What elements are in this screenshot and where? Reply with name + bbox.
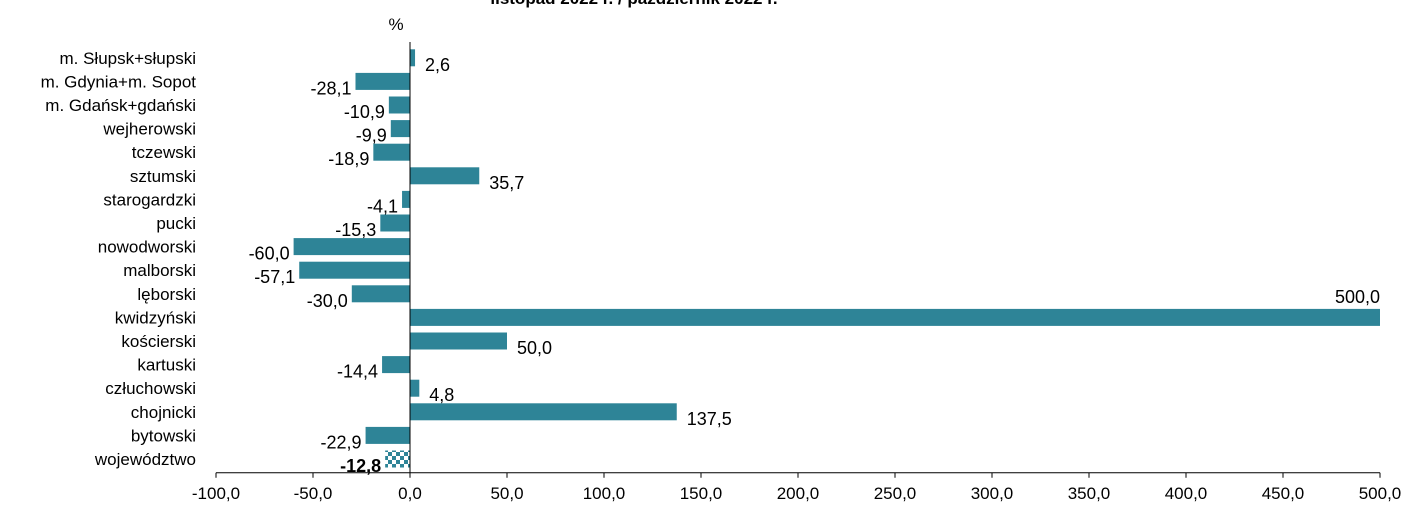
bar bbox=[410, 403, 677, 421]
x-tick-label: -100,0 bbox=[192, 484, 240, 503]
data-label: -60,0 bbox=[249, 244, 290, 264]
category-label: kościerski bbox=[121, 332, 196, 351]
unit-label: % bbox=[388, 15, 403, 34]
data-label: 137,5 bbox=[687, 409, 732, 429]
category-label: starogardzki bbox=[103, 190, 196, 209]
category-label: pucki bbox=[156, 214, 196, 233]
x-tick-label: 150,0 bbox=[680, 484, 723, 503]
category-label: człuchowski bbox=[105, 379, 196, 398]
data-label: -15,3 bbox=[335, 220, 376, 240]
bar bbox=[351, 285, 410, 303]
x-tick-label: 400,0 bbox=[1165, 484, 1208, 503]
data-label: 2,6 bbox=[425, 55, 450, 75]
data-label: -28,1 bbox=[310, 78, 351, 98]
x-tick-label: -50,0 bbox=[294, 484, 333, 503]
bar bbox=[293, 238, 410, 256]
bar bbox=[410, 167, 480, 185]
category-label: tczewski bbox=[132, 143, 196, 162]
bar bbox=[410, 332, 507, 350]
data-label: -18,9 bbox=[328, 149, 369, 169]
x-tick-label: 100,0 bbox=[583, 484, 626, 503]
category-label: nowodworski bbox=[98, 238, 196, 257]
data-label: -12,8 bbox=[340, 456, 381, 476]
chart-title: listopad 2022 r. / październik 2022 r. bbox=[490, 0, 777, 8]
bar bbox=[365, 426, 410, 444]
category-label: sztumski bbox=[130, 167, 196, 186]
data-label: 35,7 bbox=[489, 173, 524, 193]
data-label: -9,9 bbox=[356, 126, 387, 146]
x-tick-label: 300,0 bbox=[971, 484, 1014, 503]
data-label: -4,1 bbox=[367, 196, 398, 216]
bar bbox=[380, 214, 410, 232]
data-label: -57,1 bbox=[254, 267, 295, 287]
category-label: wejherowski bbox=[102, 120, 196, 139]
category-label: kartuski bbox=[137, 356, 196, 375]
bar bbox=[410, 49, 416, 67]
data-label: -30,0 bbox=[307, 291, 348, 311]
category-label: m. Słupsk+słupski bbox=[59, 49, 196, 68]
x-tick-label: 200,0 bbox=[777, 484, 820, 503]
bar bbox=[390, 120, 410, 138]
x-tick-label: 0,0 bbox=[398, 484, 422, 503]
category-label: kwidzyński bbox=[115, 308, 196, 327]
bar bbox=[388, 96, 410, 114]
bar bbox=[299, 261, 410, 279]
x-tick-label: 250,0 bbox=[874, 484, 917, 503]
x-tick-label: 350,0 bbox=[1068, 484, 1111, 503]
bar bbox=[382, 356, 410, 374]
plot-area: m. Słupsk+słupski 2,6 m. Gdynia+m. Sopot -2… bbox=[41, 42, 1402, 503]
bar bbox=[355, 72, 410, 90]
data-label: -10,9 bbox=[344, 102, 385, 122]
bar bbox=[385, 450, 410, 468]
data-label: 500,0 bbox=[1335, 287, 1380, 307]
category-label: chojnicki bbox=[131, 403, 196, 422]
category-label: m. Gdańsk+gdański bbox=[45, 96, 196, 115]
category-label: m. Gdynia+m. Sopot bbox=[41, 72, 197, 91]
bar bbox=[410, 379, 420, 397]
x-tick-label: 450,0 bbox=[1262, 484, 1305, 503]
category-label: malborski bbox=[123, 261, 196, 280]
data-label: 50,0 bbox=[517, 338, 552, 358]
data-label: 4,8 bbox=[429, 385, 454, 405]
bar bbox=[410, 308, 1380, 326]
data-label: -22,9 bbox=[321, 432, 362, 452]
category-label: lęborski bbox=[137, 285, 196, 304]
x-tick-label: 50,0 bbox=[490, 484, 523, 503]
category-label: województwo bbox=[94, 450, 196, 469]
data-label: -14,4 bbox=[337, 362, 378, 382]
category-label: bytowski bbox=[131, 426, 196, 445]
bar bbox=[402, 190, 410, 208]
bar bbox=[373, 143, 410, 161]
x-tick-label: 500,0 bbox=[1359, 484, 1402, 503]
